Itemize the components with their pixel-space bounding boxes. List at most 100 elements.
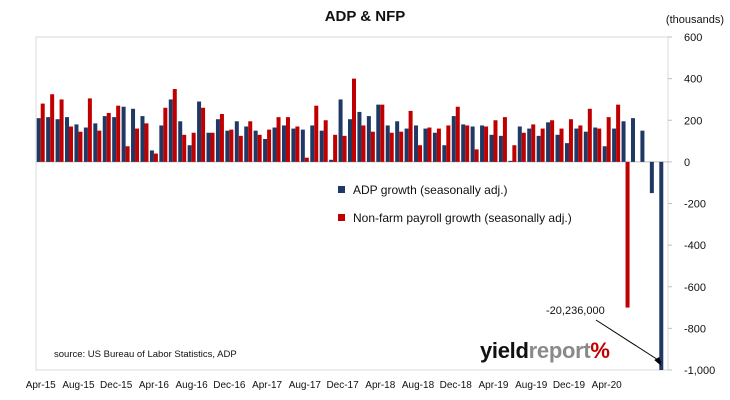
nfp-bar — [78, 131, 83, 162]
nfp-bar — [267, 129, 272, 162]
nfp-bar — [69, 126, 74, 162]
nfp-bar — [285, 117, 290, 162]
nfp-bar — [550, 120, 555, 162]
adp-bar — [348, 119, 352, 162]
adp-bar — [546, 122, 551, 162]
x-tick-label: Dec-18 — [440, 380, 473, 391]
nfp-bar — [625, 161, 630, 308]
nfp-bar — [418, 145, 423, 162]
adp-bar — [329, 159, 334, 162]
yieldreport-logo: yieldreport% — [480, 338, 610, 363]
nfp-bar — [50, 94, 55, 162]
nfp-bar — [97, 130, 102, 162]
nfp-bar — [106, 112, 111, 162]
nfp-bar — [616, 104, 621, 162]
adp-bar — [46, 117, 51, 162]
adp-bar — [527, 128, 532, 162]
nfp-bar — [587, 108, 592, 162]
nfp-bar — [182, 134, 187, 162]
y-tick-label: -1,000 — [684, 365, 715, 377]
adp-bar — [310, 125, 315, 162]
nfp-bar — [323, 120, 328, 162]
adp-bar — [593, 127, 598, 162]
adp-bar — [65, 117, 70, 162]
adp-bar — [649, 161, 654, 194]
nfp-bar — [172, 89, 177, 162]
annotation-arrow-head — [654, 357, 662, 366]
nfp-bar — [531, 124, 536, 162]
nfp-bar — [238, 135, 243, 162]
nfp-bar — [59, 99, 64, 162]
source-note: source: US Bureau of Labor Statistics, A… — [54, 349, 237, 360]
nfp-bar — [116, 105, 121, 162]
legend-adp-label: ADP growth (seasonally adj.) — [353, 183, 508, 197]
y-tick-label: 200 — [684, 115, 702, 127]
nfp-bar — [125, 146, 130, 162]
adp-bar — [281, 125, 286, 162]
x-tick-label: Dec-16 — [213, 380, 246, 391]
nfp-bar — [408, 110, 413, 162]
adp-bar — [83, 127, 88, 162]
adp-bar — [574, 128, 579, 162]
adp-bar — [357, 111, 362, 162]
adp-bar — [131, 108, 136, 162]
adp-bar — [366, 116, 371, 162]
nfp-bar — [219, 114, 224, 162]
adp-bar — [517, 126, 522, 162]
legend-nfp: Non-farm payroll growth (seasonally adj.… — [338, 211, 572, 225]
x-tick-label: Dec-19 — [553, 380, 586, 391]
adp-bar — [93, 123, 98, 162]
nfp-bar — [389, 132, 394, 162]
nfp-bar — [342, 135, 347, 162]
nfp-bar — [144, 123, 149, 162]
adp-bar — [187, 145, 192, 162]
adp-bar — [319, 130, 324, 162]
y-tick-label: 400 — [684, 74, 702, 86]
nfp-bar — [446, 125, 451, 162]
adp-bar — [414, 125, 419, 162]
nfp-bar — [502, 117, 507, 162]
nfp-bar — [276, 117, 281, 162]
adp-bar — [272, 127, 277, 162]
adp-bar — [121, 106, 126, 162]
nfp-bar — [399, 131, 404, 162]
adp-bar — [263, 138, 268, 162]
nfp-bar — [163, 107, 168, 162]
adp-bar — [621, 121, 626, 162]
adp-bar — [206, 132, 211, 162]
adp-bar — [385, 125, 390, 162]
adp-bar — [612, 128, 617, 162]
nfp-bar — [559, 128, 564, 162]
adp-bar — [149, 150, 154, 162]
adp-bar — [630, 118, 635, 162]
adp-bar — [74, 124, 79, 162]
x-tick-label: Apr-18 — [365, 380, 395, 391]
nfp-bar — [370, 131, 375, 162]
nfp-bar — [427, 127, 432, 162]
units-label: (thousands) — [665, 14, 724, 26]
x-tick-label: Aug-18 — [402, 380, 435, 391]
adp-bar — [470, 126, 475, 162]
nfp-bar — [568, 119, 573, 162]
nfp-bar — [455, 106, 460, 162]
adp-bar — [168, 99, 173, 162]
x-tick-label: Apr-15 — [26, 380, 56, 391]
adp-bar — [395, 121, 400, 162]
nfp-bar — [248, 121, 253, 162]
nfp-bar — [465, 125, 470, 162]
x-tick-label: Apr-19 — [478, 380, 508, 391]
adp-bar — [404, 128, 409, 162]
nfp-bar — [40, 103, 45, 162]
adp-bar — [159, 125, 164, 162]
adp-bar — [489, 134, 494, 162]
adp-bar — [55, 119, 60, 162]
nfp-bar — [578, 125, 583, 162]
adp-bar — [291, 128, 296, 162]
nfp-bar — [512, 145, 517, 162]
nfp-bar — [229, 129, 234, 162]
nfp-bar — [493, 120, 498, 162]
adp-bar — [300, 129, 305, 162]
adp-april-2020-annotation: -20,236,000 — [546, 305, 605, 317]
adp-bar — [640, 130, 645, 162]
